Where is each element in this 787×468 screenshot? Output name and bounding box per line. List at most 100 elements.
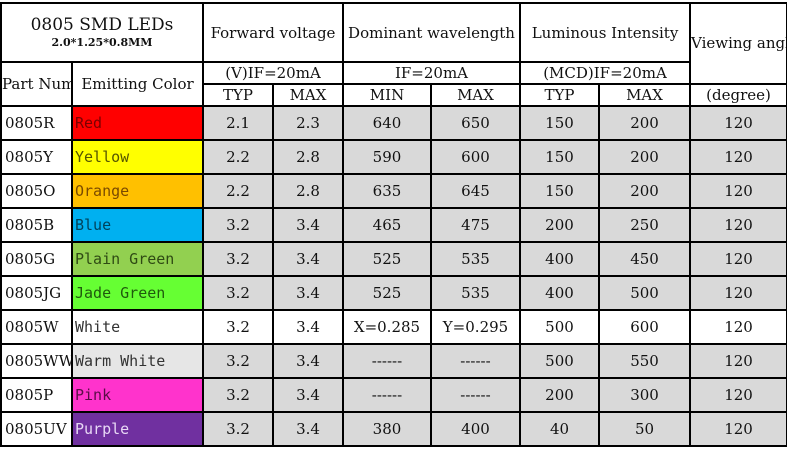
dw-max-cell: 600: [430, 139, 521, 175]
li-max-cell: 300: [597, 377, 692, 413]
emitting-color-cell: Warm White: [71, 343, 204, 379]
emitting-color-cell: Orange: [71, 173, 204, 209]
dw-max-cell: 400: [430, 411, 521, 447]
emitting-color-cell: Purple: [71, 411, 204, 447]
dw-min-cell: 525: [342, 241, 432, 277]
li-typ-cell: 500: [519, 343, 600, 379]
table-row: 0805WW Warm White 3.2 3.4 ------ ------ 500 550…: [0, 343, 787, 379]
viewing-angle-cell: 120: [689, 207, 787, 243]
emitting-color-cell: Yellow: [71, 139, 204, 175]
dw-condition: IF=20mA: [342, 61, 521, 85]
led-spec-table: 0805 SMD LEDs 2.0*1.25*0.8MM Forward vol…: [0, 2, 787, 447]
viewing-angle-cell: 120: [689, 411, 787, 447]
fv-typ-cell: 3.2: [202, 241, 274, 277]
table-row: 0805Y Yellow 2.2 2.8 590 600 150 200 120: [0, 139, 787, 175]
li-typ-cell: 500: [519, 309, 600, 345]
fv-condition: (V)IF=20mA: [202, 61, 344, 85]
angle-unit-header: (degree): [689, 83, 787, 107]
table-row: 0805R Red 2.1 2.3 640 650 150 200 120: [0, 105, 787, 141]
li-typ-cell: 150: [519, 173, 600, 209]
part-number-cell: 0805R: [0, 105, 73, 141]
li-typ-cell: 40: [519, 411, 600, 447]
fv-max-header: MAX: [272, 83, 344, 107]
table-body: 0805 SMD LEDs 2.0*1.25*0.8MM Forward vol…: [0, 2, 787, 447]
li-max-cell: 250: [597, 207, 692, 243]
li-typ-header: TYP: [519, 83, 600, 107]
luminous-intensity-header: Luminous Intensity: [518, 2, 692, 63]
viewing-angle-cell: 120: [689, 105, 787, 141]
dw-min-cell: ------: [342, 343, 432, 379]
fv-typ-cell: 3.2: [202, 207, 274, 243]
part-number-cell: 0805O: [0, 173, 73, 209]
part-number-cell: 0805Y: [0, 139, 73, 175]
table-row: 0805JG Jade Green 3.2 3.4 525 535 400 500 120: [0, 275, 787, 311]
header-row-condition: Part Number Emitting Color (V)IF=20mA IF…: [0, 61, 787, 107]
viewing-angle-cell: 120: [689, 139, 787, 175]
dw-max-cell: 535: [430, 275, 521, 311]
fv-typ-cell: 3.2: [202, 275, 274, 311]
emitting-color-cell: Red: [71, 105, 204, 141]
viewing-angle-cell: 120: [689, 241, 787, 277]
dw-max-cell: 535: [430, 241, 521, 277]
fv-max-cell: 2.3: [272, 105, 344, 141]
table-title-cell: 0805 SMD LEDs 2.0*1.25*0.8MM: [0, 2, 204, 63]
part-number-cell: 0805G: [0, 241, 73, 277]
li-typ-cell: 200: [519, 207, 600, 243]
fv-max-cell: 3.4: [272, 241, 344, 277]
li-condition: (MCD)IF=20mA: [518, 61, 692, 85]
dw-max-cell: 650: [430, 105, 521, 141]
dw-min-cell: 590: [342, 139, 432, 175]
emitting-color-cell: Pink: [71, 377, 204, 413]
table-title: 0805 SMD LEDs: [30, 15, 174, 35]
table-subtitle: 2.0*1.25*0.8MM: [51, 36, 153, 49]
li-max-cell: 200: [597, 139, 692, 175]
dw-min-cell: X=0.285: [342, 309, 432, 345]
dw-min-cell: ------: [342, 377, 432, 413]
viewing-angle-cell: 120: [689, 309, 787, 345]
li-max-cell: 50: [597, 411, 692, 447]
viewing-angle-cell: 120: [689, 377, 787, 413]
fv-max-cell: 3.4: [272, 275, 344, 311]
table-row: 0805G Plain Green 3.2 3.4 525 535 400 450 120: [0, 241, 787, 277]
fv-typ-cell: 3.2: [202, 377, 274, 413]
fv-typ-cell: 2.2: [202, 173, 274, 209]
li-max-cell: 200: [597, 173, 692, 209]
part-number-cell: 0805B: [0, 207, 73, 243]
dw-min-cell: 525: [342, 275, 432, 311]
dw-max-cell: Y=0.295: [430, 309, 521, 345]
fv-typ-cell: 2.1: [202, 105, 274, 141]
dw-min-cell: 465: [342, 207, 432, 243]
dw-max-cell: 475: [430, 207, 521, 243]
li-max-cell: 550: [597, 343, 692, 379]
emitting-color-cell: White: [71, 309, 204, 345]
dw-max-cell: 645: [430, 173, 521, 209]
part-number-cell: 0805JG: [0, 275, 73, 311]
table-row: 0805P Pink 3.2 3.4 ------ ------ 200 300 120: [0, 377, 787, 413]
emitting-color-header: Emitting Color: [71, 61, 204, 107]
fv-typ-cell: 3.2: [202, 411, 274, 447]
fv-typ-cell: 3.2: [202, 309, 274, 345]
table-row: 0805O Orange 2.2 2.8 635 645 150 200 120: [0, 173, 787, 209]
fv-max-cell: 3.4: [272, 343, 344, 379]
dw-max-cell: ------: [430, 377, 521, 413]
fv-max-cell: 2.8: [272, 173, 344, 209]
emitting-color-cell: Jade Green: [71, 275, 204, 311]
table-row: 0805UV Purple 3.2 3.4 380 400 40 50 120: [0, 411, 787, 447]
viewing-angle-cell: 120: [689, 173, 787, 209]
dw-min-cell: 635: [342, 173, 432, 209]
part-number-cell: 0805WW: [0, 343, 73, 379]
header-row-units: TYP MAX MIN MAX TYP MAX (degree): [1, 83, 787, 107]
part-number-cell: 0805P: [0, 377, 73, 413]
fv-max-cell: 3.4: [272, 411, 344, 447]
dw-min-header: MIN: [342, 83, 432, 107]
table-row: 0805B Blue 3.2 3.4 465 475 200 250 120: [0, 207, 787, 243]
part-number-cell: 0805UV: [0, 411, 73, 447]
li-max-cell: 450: [597, 241, 692, 277]
fv-typ-cell: 3.2: [202, 343, 274, 379]
li-max-cell: 500: [597, 275, 692, 311]
dominant-wavelength-header: Dominant wavelength: [342, 2, 521, 63]
part-number-cell: 0805W: [0, 309, 73, 345]
emitting-color-cell: Blue: [71, 207, 204, 243]
li-typ-cell: 150: [519, 139, 600, 175]
viewing-angle-cell: 120: [689, 343, 787, 379]
